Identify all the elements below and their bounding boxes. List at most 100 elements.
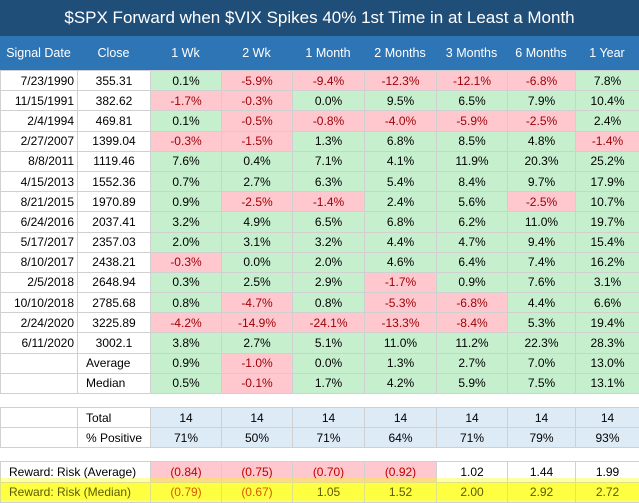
stat-cell: 1.7% — [293, 373, 365, 393]
close-cell: 469.81 — [78, 111, 151, 131]
return-cell: -0.5% — [222, 111, 293, 131]
return-cell: 5.6% — [437, 192, 508, 212]
count-cell: 14 — [508, 408, 576, 428]
stat-label: Average — [78, 353, 151, 373]
return-cell: 0.4% — [222, 151, 293, 171]
close-cell: 2037.41 — [78, 212, 151, 232]
reward-cell: 2.72 — [576, 482, 639, 502]
signal-date-cell: 6/11/2020 — [1, 333, 78, 353]
return-cell: 4.6% — [365, 252, 437, 272]
column-header: 2 Months — [364, 36, 436, 70]
column-header: 1 Wk — [150, 36, 221, 70]
table-title: $SPX Forward when $VIX Spikes 40% 1st Ti… — [0, 0, 639, 36]
stat-cell: 1.3% — [365, 353, 437, 373]
return-cell: 5.1% — [293, 333, 365, 353]
signal-date-cell: 11/15/1991 — [1, 91, 78, 111]
return-cell: -4.0% — [365, 111, 437, 131]
return-cell: 9.4% — [508, 232, 576, 252]
signal-date-cell: 7/23/1990 — [1, 71, 78, 91]
blank-cell — [1, 428, 78, 448]
reward-cell: (0.92) — [365, 462, 437, 482]
return-cell: -5.3% — [365, 293, 437, 313]
reward-cell: 1.02 — [437, 462, 508, 482]
count-cell: 71% — [293, 428, 365, 448]
return-cell: 5.4% — [365, 171, 437, 191]
return-cell: 4.1% — [365, 151, 437, 171]
return-cell: 9.7% — [508, 171, 576, 191]
return-cell: 6.5% — [437, 91, 508, 111]
return-cell: 22.3% — [508, 333, 576, 353]
count-cell: 64% — [365, 428, 437, 448]
column-header: 1 Month — [292, 36, 364, 70]
return-cell: 0.8% — [293, 293, 365, 313]
return-cell: 4.4% — [365, 232, 437, 252]
return-cell: -1.7% — [151, 91, 222, 111]
return-cell: 0.8% — [151, 293, 222, 313]
reward-cell: (0.75) — [222, 462, 293, 482]
column-header: 6 Months — [507, 36, 575, 70]
close-cell: 355.31 — [78, 71, 151, 91]
return-cell: -0.3% — [151, 252, 222, 272]
close-cell: 3002.1 — [78, 333, 151, 353]
return-cell: -6.8% — [508, 71, 576, 91]
return-cell: 11.9% — [437, 151, 508, 171]
return-cell: -13.3% — [365, 313, 437, 333]
return-cell: -12.1% — [437, 71, 508, 91]
return-cell: -1.4% — [576, 131, 639, 151]
return-cell: 6.3% — [293, 171, 365, 191]
reward-cell: (0.79) — [151, 482, 222, 502]
return-cell: 7.1% — [293, 151, 365, 171]
column-header: Signal Date — [0, 36, 77, 70]
return-cell: 0.0% — [222, 252, 293, 272]
return-cell: 20.3% — [508, 151, 576, 171]
reward-cell: 1.99 — [576, 462, 639, 482]
return-cell: 11.0% — [508, 212, 576, 232]
return-cell: 2.4% — [365, 192, 437, 212]
return-cell: -6.8% — [437, 293, 508, 313]
reward-cell: (0.70) — [293, 462, 365, 482]
return-cell: 2.9% — [293, 272, 365, 292]
stat-cell: -1.0% — [222, 353, 293, 373]
count-cell: 14 — [293, 408, 365, 428]
return-cell: 11.0% — [365, 333, 437, 353]
count-cell: 14 — [576, 408, 639, 428]
count-cell: 14 — [365, 408, 437, 428]
return-cell: 28.3% — [576, 333, 639, 353]
signal-date-cell: 6/24/2016 — [1, 212, 78, 232]
count-cell: 93% — [576, 428, 639, 448]
return-cell: 6.4% — [437, 252, 508, 272]
return-cell: 19.7% — [576, 212, 639, 232]
signal-date-cell: 8/10/2017 — [1, 252, 78, 272]
return-cell: 0.7% — [151, 171, 222, 191]
stat-cell: 5.9% — [437, 373, 508, 393]
return-cell: 11.2% — [437, 333, 508, 353]
reward-label: Reward: Risk (Median) — [1, 482, 151, 502]
stat-cell: 2.7% — [437, 353, 508, 373]
return-cell: 8.4% — [437, 171, 508, 191]
count-cell: 71% — [437, 428, 508, 448]
return-cell: 1.3% — [293, 131, 365, 151]
return-cell: 3.1% — [576, 272, 639, 292]
return-cell: 0.1% — [151, 71, 222, 91]
spacer-cell — [1, 394, 639, 408]
return-cell: -5.9% — [222, 71, 293, 91]
signal-date-cell: 4/15/2013 — [1, 171, 78, 191]
return-cell: -2.5% — [222, 192, 293, 212]
reward-cell: 1.44 — [508, 462, 576, 482]
reward-label: Reward: Risk (Average) — [1, 462, 151, 482]
return-cell: 0.3% — [151, 272, 222, 292]
spacer-row — [1, 394, 639, 408]
count-cell: 14 — [151, 408, 222, 428]
